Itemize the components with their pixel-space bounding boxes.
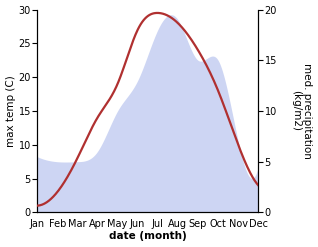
Y-axis label: med. precipitation
(kg/m2): med. precipitation (kg/m2) xyxy=(291,63,313,159)
Y-axis label: max temp (C): max temp (C) xyxy=(5,75,16,147)
X-axis label: date (month): date (month) xyxy=(109,231,187,242)
